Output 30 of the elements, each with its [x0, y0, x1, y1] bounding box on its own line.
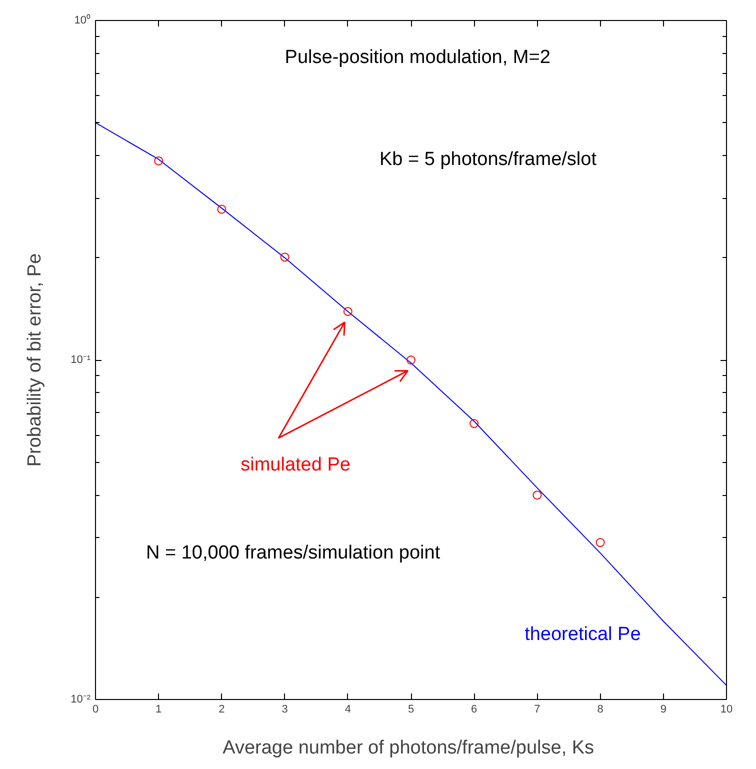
line-series	[96, 122, 726, 686]
x-tick-label: 7	[534, 704, 540, 716]
point	[217, 204, 226, 214]
y-axis-title: Probability of bit error, Pe	[24, 253, 46, 467]
point	[470, 419, 479, 428]
point	[343, 306, 352, 316]
x-tick-label: 6	[471, 704, 478, 716]
x-axis-title: Average number of photons/frame/pulse, Ks	[222, 738, 594, 758]
x-tick-label: 10	[720, 704, 733, 716]
y-tick-label: 10⁰	[74, 14, 91, 26]
point	[154, 156, 164, 166]
x-tick-label: 0	[92, 704, 99, 716]
x-tick-label: 9	[660, 704, 666, 716]
x-tick-label: 4	[344, 704, 351, 716]
x-tick-label: 3	[282, 704, 288, 716]
annotation: Pulse-position modulation, M=2	[284, 47, 550, 68]
point	[280, 252, 290, 262]
x-tick-label: 2	[218, 704, 225, 716]
series-label: theoretical Pe	[524, 624, 641, 646]
text: simulated Pe	[240, 454, 350, 476]
point	[406, 356, 416, 364]
point	[532, 490, 542, 500]
y-tick-label: 10⁻²	[70, 694, 91, 706]
x-tick-label: 5	[408, 704, 414, 716]
annotation: N = 10,000 frames/simulation point	[146, 542, 441, 564]
x-tick-label: 8	[597, 704, 604, 716]
point	[596, 538, 605, 548]
annotation: Kb = 5 photons/frame/slot	[379, 148, 598, 170]
x-tick-label: 1	[156, 704, 162, 716]
y-tick-label: 10⁻¹	[70, 354, 91, 366]
